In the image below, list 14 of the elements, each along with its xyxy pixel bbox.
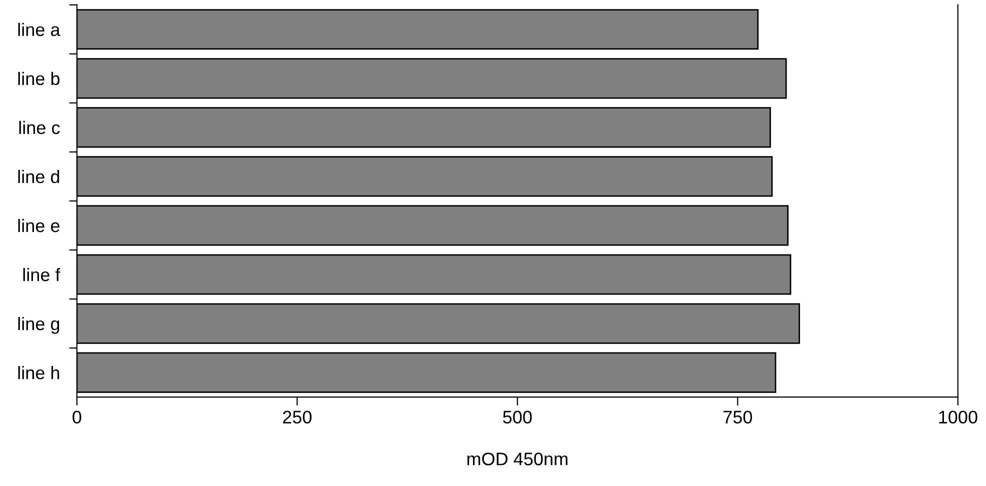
x-tick-label: 250	[283, 410, 312, 424]
x-tick-label: 1000	[939, 410, 978, 424]
y-tick-label: line a	[18, 22, 60, 36]
y-tick-label: line g	[18, 316, 60, 334]
y-tick-label: line c	[19, 120, 60, 134]
x-axis-title: mOD 450nm	[467, 452, 568, 466]
x-tick-label: 750	[724, 410, 752, 424]
y-tick-label: line e	[18, 218, 60, 232]
y-tick-label: line f	[23, 268, 60, 282]
x-tick-label: 0	[72, 410, 82, 424]
y-tick-label: line d	[18, 170, 60, 184]
y-tick-label: line h	[18, 366, 60, 380]
x-tick-label: 500	[503, 410, 532, 424]
y-tick-label: line b	[18, 72, 60, 86]
